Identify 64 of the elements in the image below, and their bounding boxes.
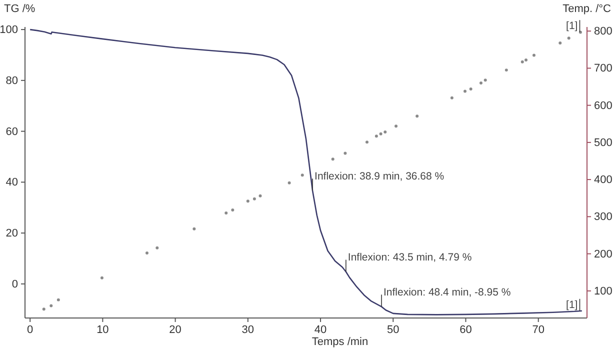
point [246,200,250,203]
point [469,87,472,90]
y2-tick-label: 200 [594,248,612,260]
point [50,304,53,308]
point [479,82,482,85]
x-tick-label: 20 [169,324,182,336]
y-axis-title: TG /% [4,3,36,15]
y-tick-label: 0 [12,278,18,290]
y2-tick-label: 300 [594,211,612,224]
point [42,308,46,311]
point [567,36,570,40]
y-tick-label: 60 [6,126,18,138]
x-tick-label: 0 [27,324,34,336]
x-tick-label: 70 [532,324,544,336]
point [192,227,196,230]
y2-tick-label: 800 [594,26,612,38]
point [524,58,528,62]
y2-tick-label: 700 [594,62,612,75]
annotation: Inflexion: 43.5 min, 4.79 % [348,252,472,264]
point [484,78,487,82]
point [384,130,387,134]
point [145,252,148,255]
point [578,30,582,34]
point [558,41,562,44]
point [374,134,378,138]
y-tick-label: 80 [6,74,18,87]
point [344,152,347,155]
point [331,158,334,161]
y2-tick-label: 400 [594,174,612,186]
y2-tick-label: 500 [594,136,612,149]
point [56,298,60,302]
annotation: [1] [566,20,578,32]
point [450,96,454,100]
y2-tick-label: 600 [594,100,612,112]
x-axis-title: Temps /min [312,336,368,348]
point [504,68,508,72]
x-tick-label: 60 [460,324,472,336]
x-tick-label: 30 [242,324,254,336]
y2-tick-label: 100 [594,285,612,298]
annotation: Inflexion: 48.4 min, -8.95 % [384,286,511,299]
point [224,211,228,214]
point [416,114,419,118]
y2-axis-title: Temp. /°C [562,3,612,15]
point [464,90,467,93]
point [379,132,382,136]
point [231,208,234,212]
point [300,174,304,177]
x-tick-label: 10 [96,324,109,336]
annotation: Inflexion: 38.9 min, 36.68 % [314,170,444,183]
point [532,54,536,57]
y-tick-label: 40 [6,176,18,189]
point [520,60,524,64]
point [258,194,262,198]
x-tick-label: 40 [314,324,327,336]
point [100,276,104,280]
point [252,197,256,200]
y-tick-label: 20 [6,228,18,240]
point [366,140,368,144]
annotation: [1] [566,298,578,311]
y-tick-label: 100 [0,24,18,36]
point [156,246,159,250]
point [394,124,398,128]
point [288,181,291,184]
x-tick-label: 50 [387,324,400,336]
